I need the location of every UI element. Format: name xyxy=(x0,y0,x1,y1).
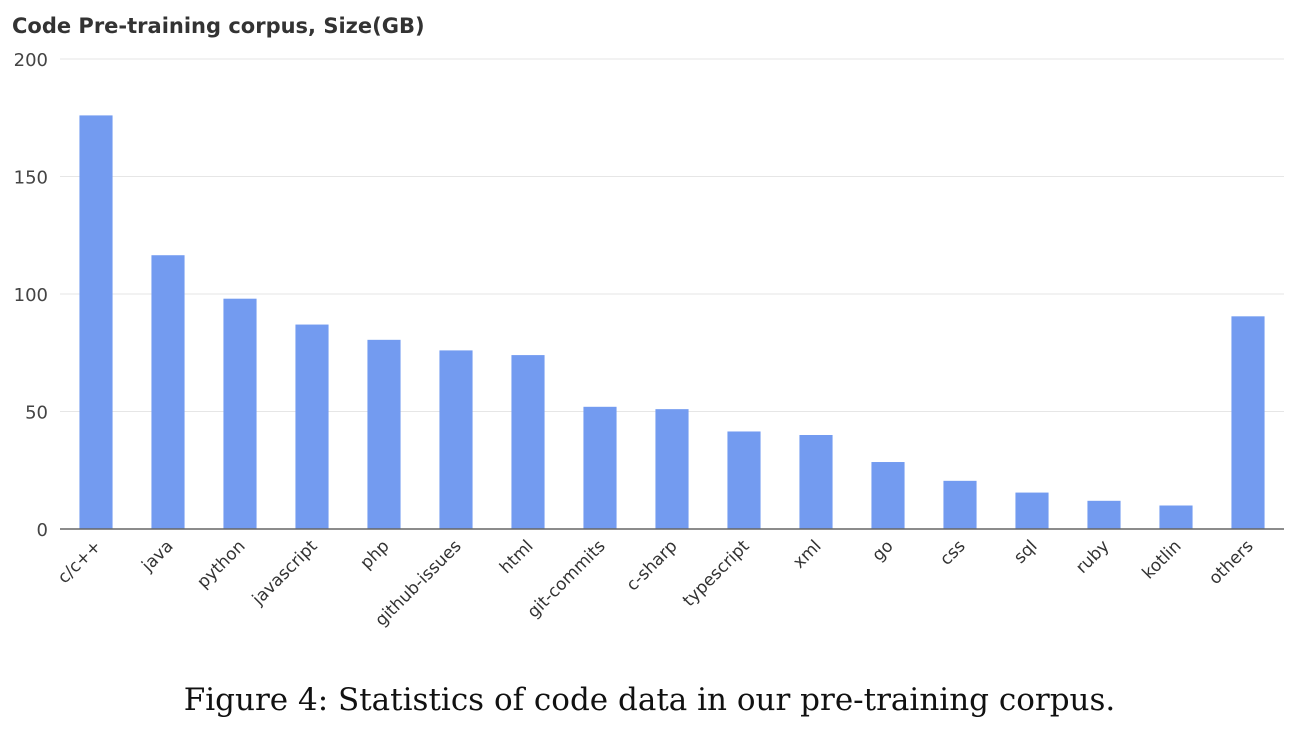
x-tick-label: kotlin xyxy=(1138,536,1185,583)
y-axis-ticks: 0 50 100 150 200 xyxy=(14,50,48,541)
y-tick-label: 150 xyxy=(14,168,48,189)
bar-python xyxy=(223,298,257,529)
x-tick-label: git-commits xyxy=(524,536,610,622)
bar-chart: Code Pre-training corpus, Size(GB) 0 50 10… xyxy=(12,14,1284,631)
bars xyxy=(79,115,1265,530)
x-tick-label: ruby xyxy=(1072,536,1113,577)
x-tick-label: c/c++ xyxy=(54,536,106,588)
y-tick-label: 100 xyxy=(14,285,48,306)
bar-c-sharp xyxy=(655,409,689,529)
bar-java xyxy=(151,255,185,529)
x-tick-label: typescript xyxy=(679,536,754,611)
y-tick-label: 0 xyxy=(37,520,48,541)
x-tick-label: sql xyxy=(1010,536,1041,567)
x-tick-label: others xyxy=(1205,536,1258,589)
x-tick-label: html xyxy=(496,536,538,578)
bar-github-issues xyxy=(439,350,473,529)
bar-php xyxy=(367,339,401,529)
bar-go xyxy=(871,462,905,529)
x-tick-label: xml xyxy=(789,536,825,572)
bar-c-c- xyxy=(79,115,113,530)
bar-others xyxy=(1231,316,1265,529)
x-tick-label: css xyxy=(936,536,969,569)
bar-git-commits xyxy=(583,406,617,529)
x-tick-label: c-sharp xyxy=(623,536,682,595)
figure-caption: Figure 4: Statistics of code data in our… xyxy=(183,682,1116,718)
chart-title: Code Pre-training corpus, Size(GB) xyxy=(12,14,425,38)
bar-xml xyxy=(799,435,833,529)
x-tick-label: java xyxy=(137,536,177,576)
x-tick-label: python xyxy=(193,536,249,592)
y-tick-label: 50 xyxy=(25,403,48,424)
bar-html xyxy=(511,355,545,529)
bar-kotlin xyxy=(1159,505,1193,529)
x-axis-ticks: c/c++ java python javascript phpgithub-issue… xyxy=(54,536,1258,630)
x-tick-label: javascript xyxy=(248,536,322,610)
bar-css xyxy=(943,480,977,529)
x-tick-label: go xyxy=(868,536,897,565)
bar-javascript xyxy=(295,324,329,529)
bar-typescript xyxy=(727,431,761,529)
bar-ruby xyxy=(1087,500,1121,529)
x-tick-label: php xyxy=(357,536,394,573)
y-tick-label: 200 xyxy=(14,50,48,71)
bar-sql xyxy=(1015,492,1049,529)
